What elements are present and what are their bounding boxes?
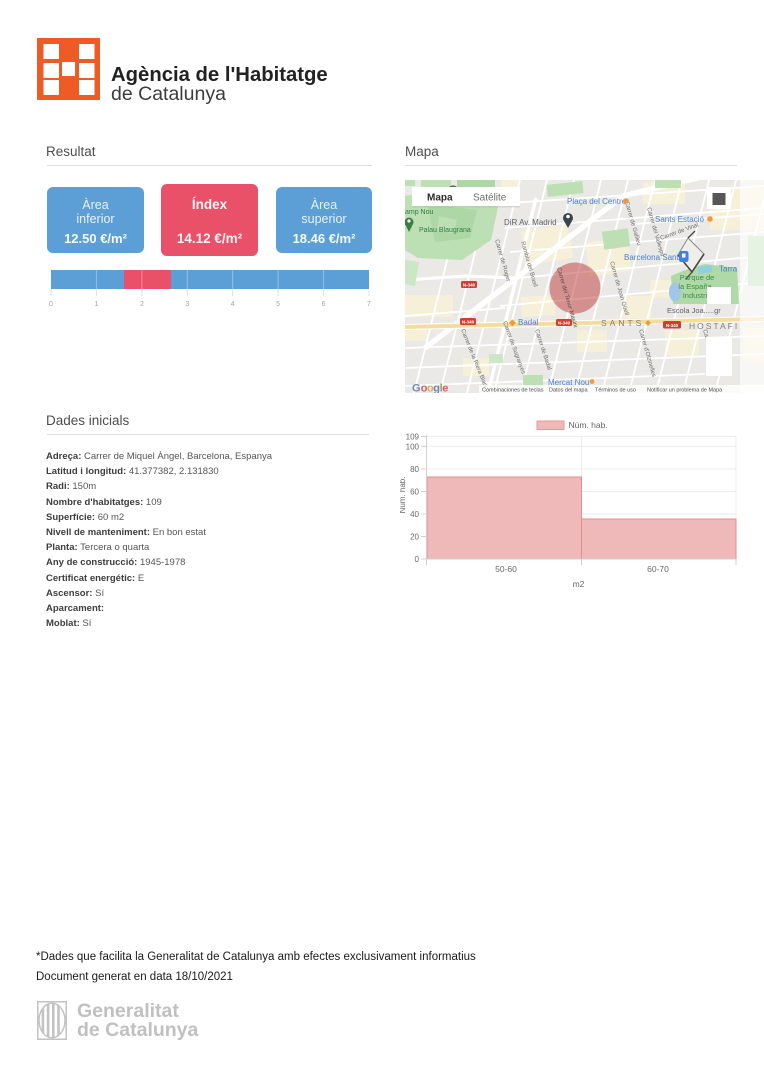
svg-text:o: o: [421, 383, 428, 394]
svg-text:0: 0: [415, 555, 420, 564]
svg-text:Badal: Badal: [518, 318, 539, 327]
svg-text:80: 80: [410, 465, 419, 474]
svg-text:2: 2: [140, 301, 144, 308]
svg-text:Mercat Nou: Mercat Nou: [548, 378, 589, 387]
svg-text:0: 0: [49, 301, 53, 308]
svg-text:5: 5: [276, 301, 280, 308]
svg-text:e: e: [442, 383, 448, 394]
svg-text:amp Nou: amp Nou: [405, 209, 434, 216]
svg-text:o: o: [427, 383, 434, 394]
svg-text:Notificar un problema de Mapa: Notificar un problema de Mapa: [647, 388, 723, 394]
svg-text:50-60: 50-60: [495, 564, 517, 574]
svg-text:Satélite: Satélite: [473, 193, 507, 204]
svg-text:Sants Estació: Sants Estació: [655, 215, 704, 224]
svg-text:6: 6: [322, 301, 326, 308]
svg-text:60-70: 60-70: [647, 564, 669, 574]
svg-text:Parque de: Parque de: [680, 273, 715, 282]
svg-text:Términos de uso: Términos de uso: [595, 388, 636, 394]
svg-text:3: 3: [185, 301, 189, 308]
svg-text:g: g: [433, 383, 440, 394]
svg-text:Barcelona Sants: Barcelona Sants: [624, 253, 683, 262]
svg-text:m2: m2: [573, 579, 585, 589]
svg-text:HOSTAFI: HOSTAFI: [689, 321, 739, 331]
svg-text:109: 109: [406, 433, 420, 442]
svg-text:Combinaciones de teclas: Combinaciones de teclas: [482, 388, 544, 394]
svg-text:N-340: N-340: [463, 283, 476, 288]
svg-text:Escola Joa.....gr: Escola Joa.....gr: [667, 306, 721, 315]
svg-text:7: 7: [367, 301, 371, 308]
svg-text:Tarra: Tarra: [719, 265, 738, 274]
svg-text:40: 40: [410, 510, 419, 519]
svg-text:l: l: [440, 383, 443, 394]
svg-text:Mapa: Mapa: [427, 193, 453, 204]
svg-text:4: 4: [231, 301, 235, 308]
svg-text:N-340: N-340: [666, 323, 679, 328]
svg-text:100: 100: [406, 442, 420, 451]
svg-text:la España: la España: [678, 282, 712, 291]
svg-text:Datos del mapa: Datos del mapa: [549, 388, 588, 394]
svg-text:Palau Blaugrana: Palau Blaugrana: [419, 227, 471, 234]
svg-text:20: 20: [410, 533, 419, 542]
svg-text:G: G: [412, 383, 421, 394]
svg-text:60: 60: [410, 488, 419, 497]
svg-text:DiR Av. Madrid: DiR Av. Madrid: [504, 218, 557, 227]
svg-text:1: 1: [94, 301, 98, 308]
svg-text:SANTS: SANTS: [601, 318, 644, 328]
svg-text:Industri: Industri: [683, 291, 708, 300]
svg-text:Núm. hab.: Núm. hab.: [569, 420, 608, 430]
svg-text:N-340: N-340: [558, 321, 571, 326]
svg-text:N-340: N-340: [462, 320, 475, 325]
svg-text:Plaça del Centre: Plaça del Centre: [567, 197, 627, 206]
svg-text:Núm. hab.: Núm. hab.: [400, 477, 407, 514]
